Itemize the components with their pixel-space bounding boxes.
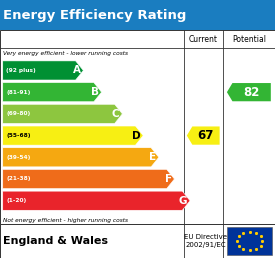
Polygon shape bbox=[187, 126, 220, 145]
Text: (21-38): (21-38) bbox=[6, 176, 31, 181]
Bar bbox=[0, 224, 275, 258]
Polygon shape bbox=[3, 148, 159, 167]
Text: (81-91): (81-91) bbox=[6, 90, 31, 95]
Text: (92 plus): (92 plus) bbox=[6, 68, 36, 73]
Text: England & Wales: England & Wales bbox=[3, 236, 108, 246]
Text: Potential: Potential bbox=[232, 35, 266, 44]
Text: 82: 82 bbox=[243, 86, 259, 99]
Polygon shape bbox=[3, 83, 101, 102]
Text: 67: 67 bbox=[197, 129, 214, 142]
Text: D: D bbox=[132, 131, 141, 141]
Polygon shape bbox=[227, 83, 271, 101]
Text: E: E bbox=[149, 152, 156, 162]
Text: Not energy efficient - higher running costs: Not energy efficient - higher running co… bbox=[3, 218, 128, 223]
Bar bbox=[0, 30, 275, 224]
Text: C: C bbox=[112, 109, 120, 119]
Bar bbox=[227, 227, 272, 255]
Text: (55-68): (55-68) bbox=[6, 133, 31, 138]
Text: (69-80): (69-80) bbox=[6, 111, 30, 116]
Polygon shape bbox=[3, 104, 122, 123]
Text: G: G bbox=[179, 196, 187, 206]
Text: (39-54): (39-54) bbox=[6, 155, 31, 160]
Text: F: F bbox=[164, 174, 172, 184]
Text: B: B bbox=[91, 87, 99, 97]
Polygon shape bbox=[3, 170, 174, 189]
Bar bbox=[0, 0, 275, 30]
Text: (1-20): (1-20) bbox=[6, 198, 26, 203]
Text: EU Directive
2002/91/EC: EU Directive 2002/91/EC bbox=[185, 234, 227, 248]
Text: Very energy efficient - lower running costs: Very energy efficient - lower running co… bbox=[3, 51, 128, 56]
Polygon shape bbox=[3, 61, 83, 80]
Polygon shape bbox=[3, 191, 190, 210]
Text: Current: Current bbox=[189, 35, 218, 44]
Polygon shape bbox=[3, 126, 143, 145]
Text: A: A bbox=[73, 66, 81, 75]
Text: Energy Efficiency Rating: Energy Efficiency Rating bbox=[3, 9, 187, 22]
